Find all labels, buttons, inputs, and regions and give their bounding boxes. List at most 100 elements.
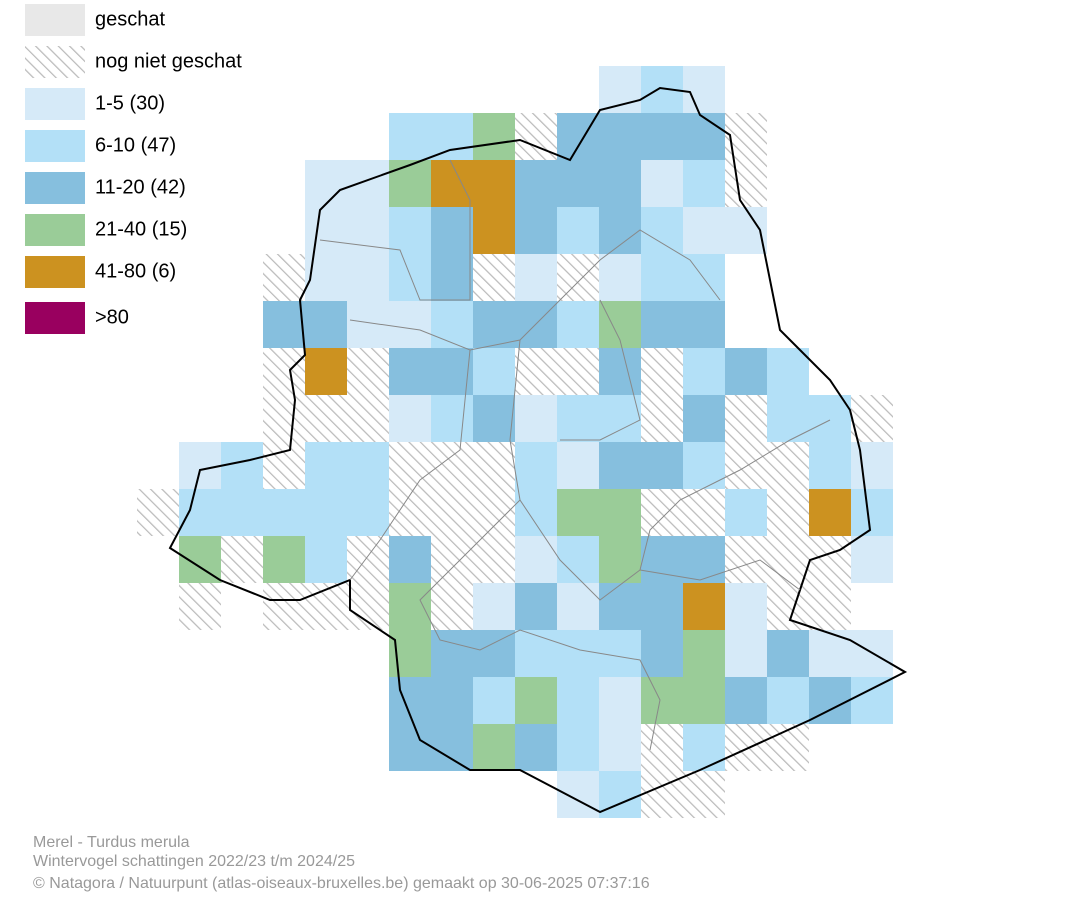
grid-cell (389, 348, 431, 395)
grid-cell (599, 583, 641, 630)
legend-label: 11-20 (42) (95, 176, 186, 198)
legend-swatch (25, 214, 85, 246)
legend-swatch (25, 88, 85, 120)
grid-cell (431, 489, 473, 536)
grid-cell (179, 442, 221, 489)
grid-cell (221, 489, 263, 536)
grid-cell (515, 254, 557, 301)
grid-cell (725, 724, 767, 771)
legend-swatch (25, 4, 85, 36)
grid-cell (389, 489, 431, 536)
grid-cell (599, 348, 641, 395)
grid-cell (389, 536, 431, 583)
grid-cell (683, 113, 725, 160)
grid-cell (725, 113, 767, 160)
grid-cell (179, 583, 221, 630)
grid-cell (809, 489, 851, 536)
legend-swatch (25, 172, 85, 204)
grid-cell (809, 630, 851, 677)
grid-cell (809, 536, 851, 583)
grid-cell (473, 536, 515, 583)
grid-cell (347, 442, 389, 489)
grid-cell (851, 395, 893, 442)
grid-cell (683, 442, 725, 489)
grid-cell (137, 489, 179, 536)
grid-cell (641, 724, 683, 771)
grid-cell (683, 301, 725, 348)
grid-cell (767, 395, 809, 442)
legend-label: 6-10 (47) (95, 134, 176, 156)
grid-cell (347, 489, 389, 536)
legend-swatch (25, 46, 85, 78)
grid-cell (263, 536, 305, 583)
grid-cell (473, 442, 515, 489)
grid-cell (767, 489, 809, 536)
grid-cell (347, 254, 389, 301)
region-boundary (168, 86, 908, 814)
grid-cell (389, 395, 431, 442)
grid-cell (515, 348, 557, 395)
grid-cell (389, 442, 431, 489)
grid-cell (767, 348, 809, 395)
grid-cell (683, 630, 725, 677)
grid-cell (431, 395, 473, 442)
grid-cell (725, 489, 767, 536)
grid-cell (767, 583, 809, 630)
grid-cell (641, 583, 683, 630)
grid-cell (599, 207, 641, 254)
grid-cell (641, 442, 683, 489)
grid-cell (431, 301, 473, 348)
grid-cell (641, 630, 683, 677)
grid-cell (851, 536, 893, 583)
grid-cell (641, 489, 683, 536)
grid-cell (305, 395, 347, 442)
grid-cell (515, 724, 557, 771)
grid-cell (557, 348, 599, 395)
grid-cell (263, 583, 305, 630)
caption-line: © Natagora / Natuurpunt (atlas-oiseaux-b… (33, 875, 650, 892)
grid-cell (683, 536, 725, 583)
grid-cell (557, 395, 599, 442)
grid-cell (515, 489, 557, 536)
grid-cell (473, 724, 515, 771)
grid-cell (473, 677, 515, 724)
grid-cell (515, 160, 557, 207)
grid-cell (515, 442, 557, 489)
grid-cell (431, 583, 473, 630)
grid-cell (641, 395, 683, 442)
grid-cell (473, 254, 515, 301)
grid-cell (809, 442, 851, 489)
grid-cell (851, 677, 893, 724)
grid-cell (515, 630, 557, 677)
grid-cell (431, 160, 473, 207)
grid-cell (683, 771, 725, 818)
grid-cell (557, 771, 599, 818)
legend: geschat nog niet geschat 1-5 (30) 6-10 (47)… (25, 4, 242, 334)
grid-cell (683, 724, 725, 771)
grid-cell (389, 630, 431, 677)
grid-cell (725, 630, 767, 677)
grid-cell (515, 207, 557, 254)
grid-cell (599, 442, 641, 489)
grid-cell (179, 489, 221, 536)
grid-cell (431, 207, 473, 254)
grid-cell (431, 254, 473, 301)
legend-swatch (25, 256, 85, 288)
caption-line: Wintervogel schattingen 2022/23 t/m 2024… (33, 853, 355, 870)
legend-label: 1-5 (30) (95, 92, 165, 114)
grid-cell (473, 489, 515, 536)
grid-cell (263, 442, 305, 489)
grid-cell (557, 489, 599, 536)
grid-cell (683, 66, 725, 113)
grid-cell (305, 583, 347, 630)
grid-cell (389, 724, 431, 771)
grid-cell (683, 677, 725, 724)
legend-swatch (25, 130, 85, 162)
grid-cell (683, 395, 725, 442)
grid-cell (431, 536, 473, 583)
grid-cell (599, 536, 641, 583)
grid-cell (599, 113, 641, 160)
grid-cell (473, 630, 515, 677)
grid-cell (473, 160, 515, 207)
grid-cell (515, 536, 557, 583)
